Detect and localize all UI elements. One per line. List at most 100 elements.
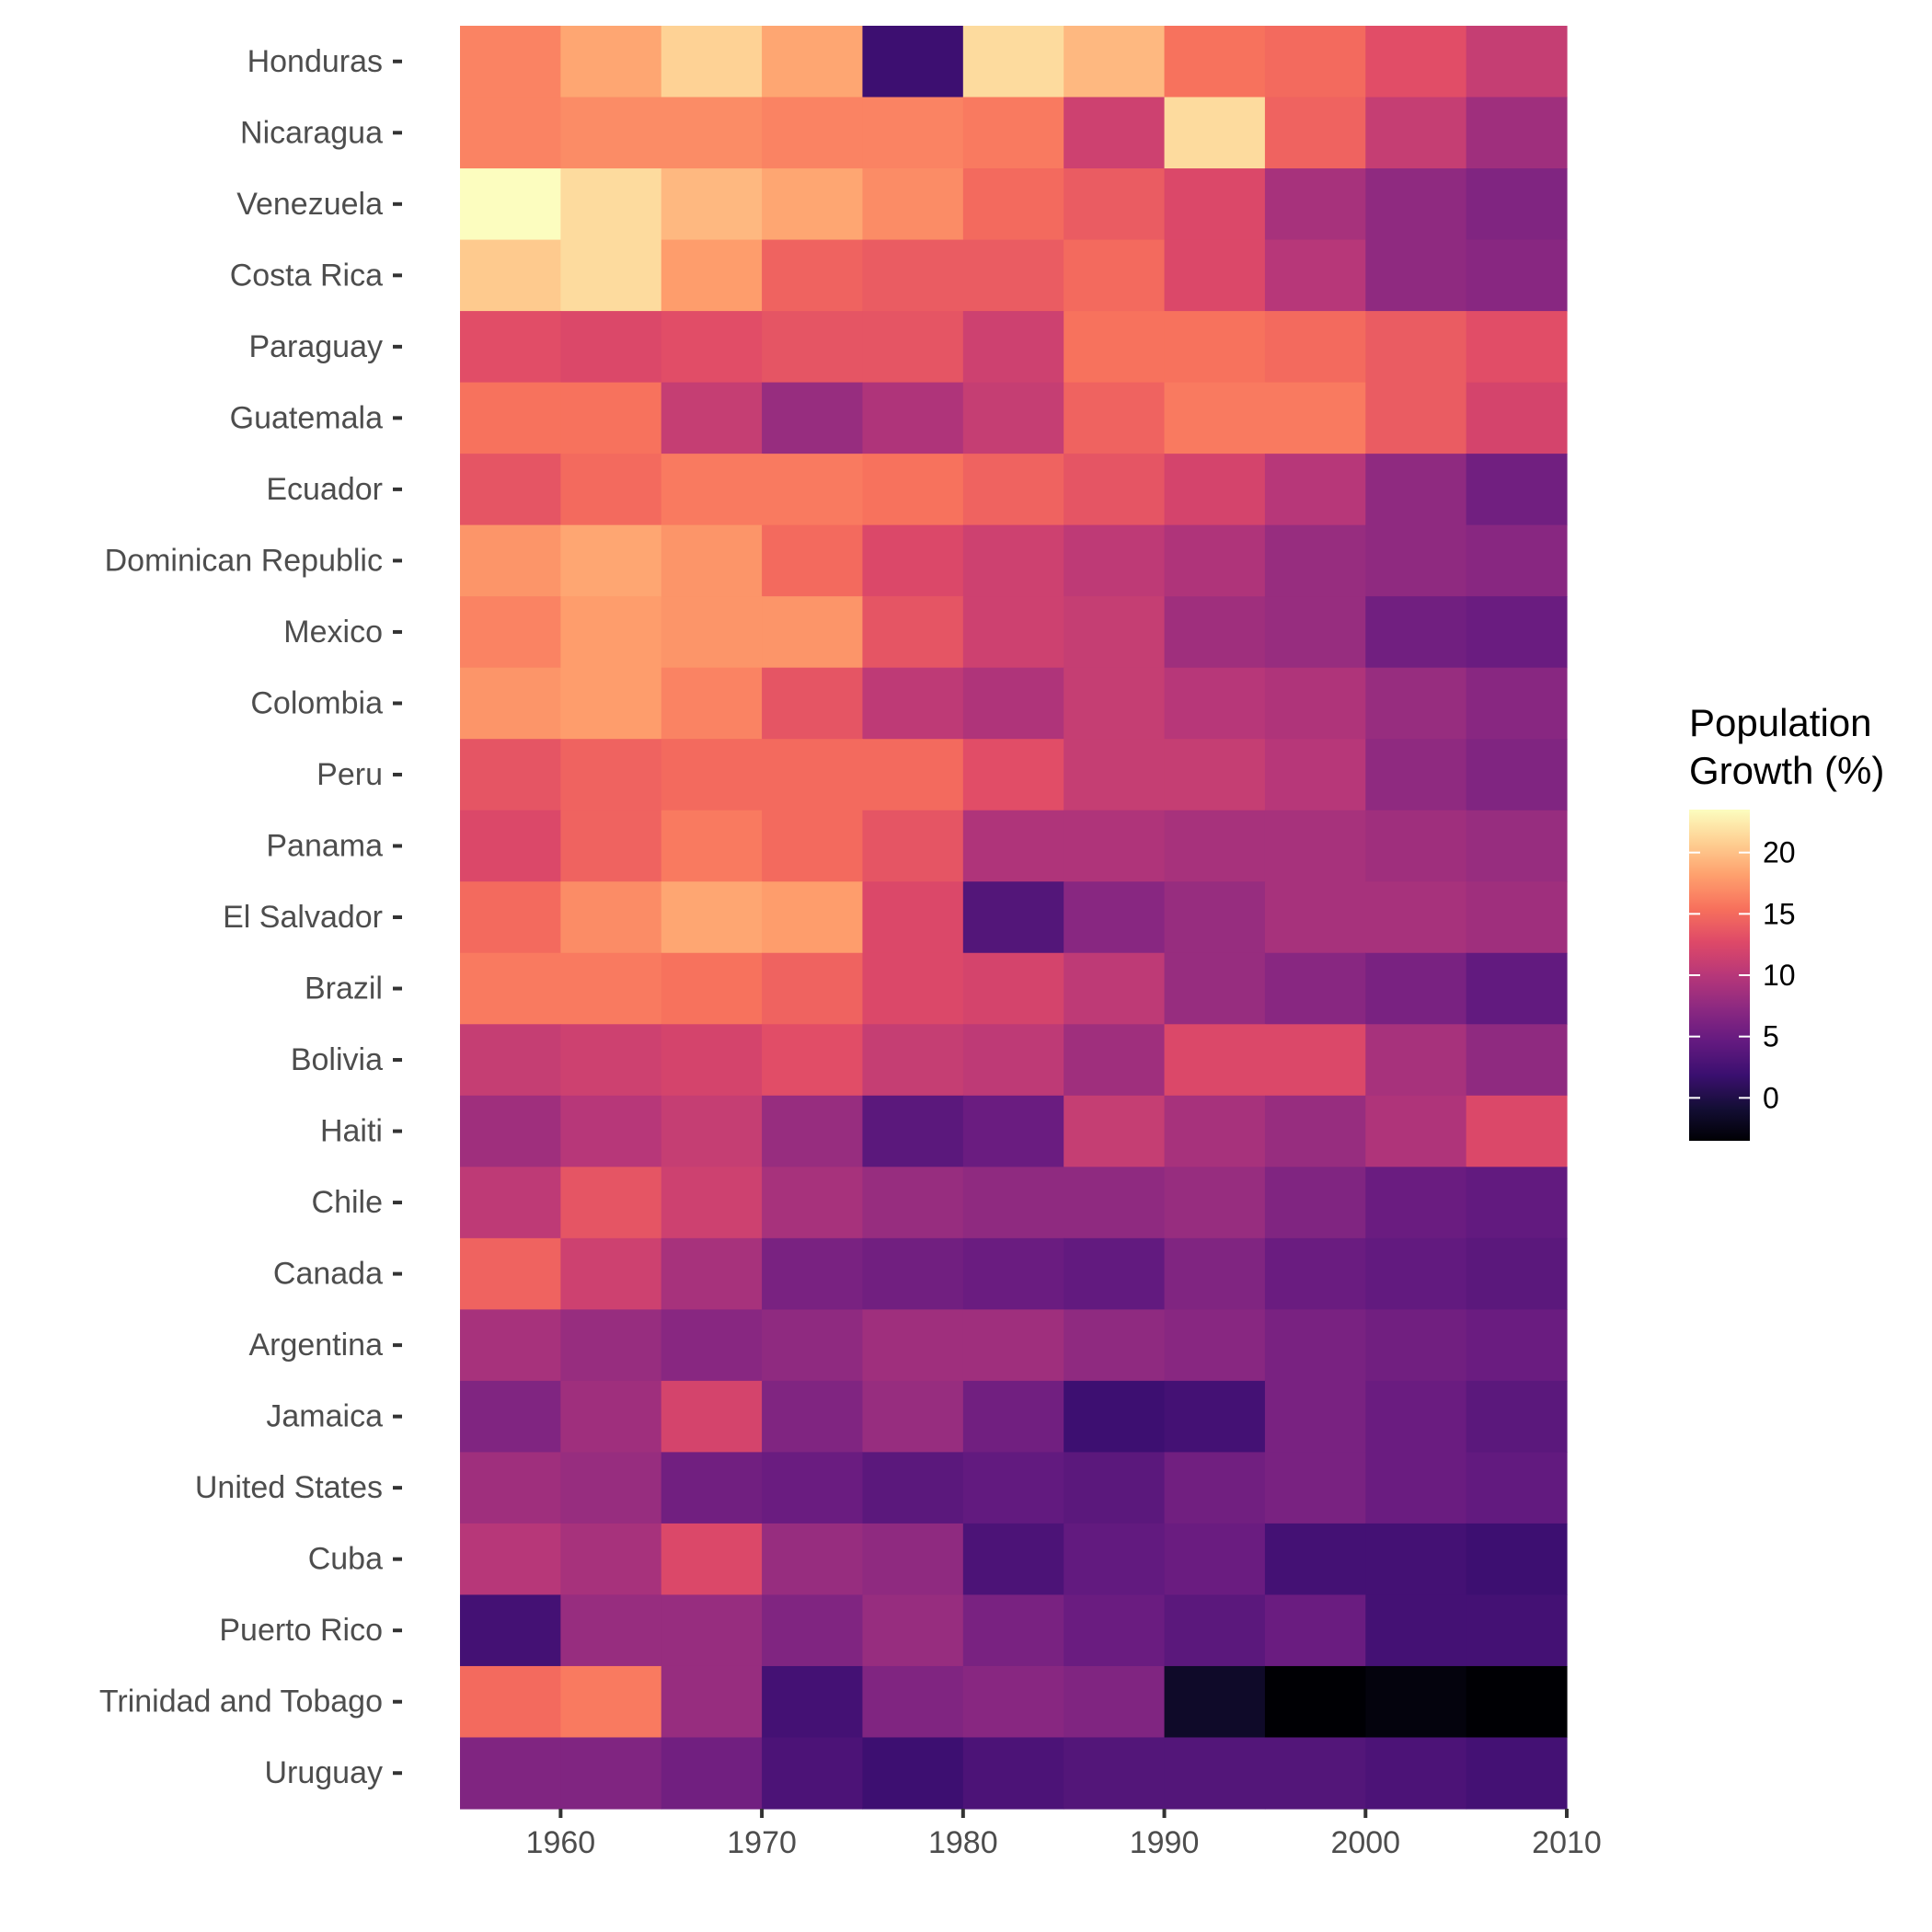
- heatmap-cell: [560, 1167, 662, 1239]
- heatmap-cell: [661, 26, 763, 98]
- y-tick-label: Peru: [316, 757, 383, 792]
- heatmap-cell: [1164, 382, 1266, 454]
- x-tick-label: 1980: [928, 1825, 998, 1860]
- heatmap-cell: [661, 1095, 763, 1167]
- heatmap-cell: [1064, 1594, 1166, 1667]
- heatmap-cell: [560, 1737, 662, 1810]
- heatmap-cell: [1365, 26, 1467, 98]
- heatmap-cell: [962, 454, 1064, 526]
- heatmap-cell: [1365, 1309, 1467, 1382]
- heatmap-cell: [1164, 1309, 1266, 1382]
- heatmap-cell: [1164, 881, 1266, 954]
- heatmap-cell: [1365, 881, 1467, 954]
- heatmap-cell: [1466, 881, 1568, 954]
- heatmap-cell: [1365, 810, 1467, 882]
- heatmap-cell: [1164, 311, 1266, 384]
- heatmap-cell: [1365, 97, 1467, 169]
- heatmap-cell: [1164, 239, 1266, 312]
- heatmap-cell: [1365, 311, 1467, 384]
- heatmap-cell: [1365, 1737, 1467, 1810]
- x-tick-label: 1990: [1130, 1825, 1200, 1860]
- heatmap-cell: [1466, 1380, 1568, 1453]
- heatmap-cell: [1365, 1594, 1467, 1667]
- heatmap-cell: [1466, 1452, 1568, 1524]
- heatmap-cell: [762, 667, 864, 740]
- heatmap-cell: [962, 1237, 1064, 1310]
- heatmap-cell: [460, 1380, 561, 1453]
- heatmap-cell: [661, 1380, 763, 1453]
- heatmap-cell: [560, 952, 662, 1025]
- heatmap-cell: [1164, 1380, 1266, 1453]
- heatmap-cell: [1064, 810, 1166, 882]
- heatmap-cell: [762, 1665, 864, 1739]
- heatmap-cell: [1264, 1167, 1366, 1239]
- heatmap-cell: [1064, 1024, 1166, 1097]
- heatmap-cell: [1466, 311, 1568, 384]
- heatmap-cell: [460, 1523, 561, 1596]
- heatmap-cell: [460, 1737, 561, 1810]
- heatmap-cell: [1365, 952, 1467, 1025]
- heatmap-cell: [862, 739, 964, 811]
- heatmap-cell: [862, 1737, 964, 1810]
- heatmap-cell: [1264, 524, 1366, 597]
- heatmap-cell: [560, 26, 662, 98]
- heatmap-cell: [560, 1665, 662, 1739]
- heatmap-cell: [762, 596, 864, 669]
- heatmap-cell: [862, 1665, 964, 1739]
- heatmap-cell: [460, 881, 561, 954]
- heatmap-cell: [862, 454, 964, 526]
- heatmap-cell: [962, 881, 1064, 954]
- y-tick-label: Uruguay: [264, 1755, 383, 1790]
- heatmap-cell: [762, 1095, 864, 1167]
- heatmap-cell: [962, 667, 1064, 740]
- heatmap-cell: [560, 454, 662, 526]
- y-tick-label: Jamaica: [266, 1399, 383, 1434]
- heatmap-cell: [460, 382, 561, 454]
- heatmap-cell: [1466, 810, 1568, 882]
- y-axis: Honduras Nicaragua Venezuela Costa Rica Para…: [99, 44, 402, 1790]
- heatmap-cell: [661, 1665, 763, 1739]
- heatmap-cell: [1164, 1523, 1266, 1596]
- heatmap-cell: [560, 1380, 662, 1453]
- heatmap-cell: [1264, 1024, 1366, 1097]
- heatmap-cell: [862, 382, 964, 454]
- x-tick-label: 2000: [1330, 1825, 1400, 1860]
- heatmap-cell: [1164, 97, 1266, 169]
- heatmap-cell: [1466, 97, 1568, 169]
- heatmap-cell: [1164, 1167, 1266, 1239]
- heatmap-cell: [862, 168, 964, 241]
- heatmap-cell: [560, 239, 662, 312]
- heatmap-cell: [1264, 810, 1366, 882]
- heatmap-cell: [1164, 1452, 1266, 1524]
- y-tick-label: Ecuador: [266, 472, 383, 507]
- heatmap-cell: [1466, 1167, 1568, 1239]
- heatmap-cell: [762, 1167, 864, 1239]
- heatmap-cell: [862, 1523, 964, 1596]
- heatmap-cell: [1466, 1237, 1568, 1310]
- heatmap-cell: [962, 1024, 1064, 1097]
- heatmap-cell: [962, 739, 1064, 811]
- heatmap-cell: [661, 810, 763, 882]
- heatmap-cells: [460, 26, 1568, 1810]
- heatmap-cell: [1365, 1237, 1467, 1310]
- y-tick-label: Honduras: [247, 44, 383, 79]
- heatmap-cell: [1365, 524, 1467, 597]
- heatmap-cell: [1264, 1523, 1366, 1596]
- heatmap-cell: [962, 1452, 1064, 1524]
- heatmap-cell: [1164, 952, 1266, 1025]
- heatmap-cell: [962, 1665, 1064, 1739]
- heatmap-cell: [1365, 1380, 1467, 1453]
- heatmap-cell: [1365, 1167, 1467, 1239]
- heatmap-cell: [1264, 454, 1366, 526]
- heatmap-cell: [1164, 1737, 1266, 1810]
- heatmap-cell: [460, 739, 561, 811]
- heatmap-cell: [962, 1309, 1064, 1382]
- y-tick-label: Guatemala: [230, 400, 383, 435]
- heatmap-cell: [661, 1024, 763, 1097]
- heatmap-cell: [1365, 667, 1467, 740]
- y-tick-label: Costa Rica: [230, 258, 383, 293]
- heatmap-cell: [460, 1237, 561, 1310]
- heatmap-cell: [1264, 1237, 1366, 1310]
- x-tick-label: 1970: [727, 1825, 797, 1860]
- heatmap-cell: [1466, 1737, 1568, 1810]
